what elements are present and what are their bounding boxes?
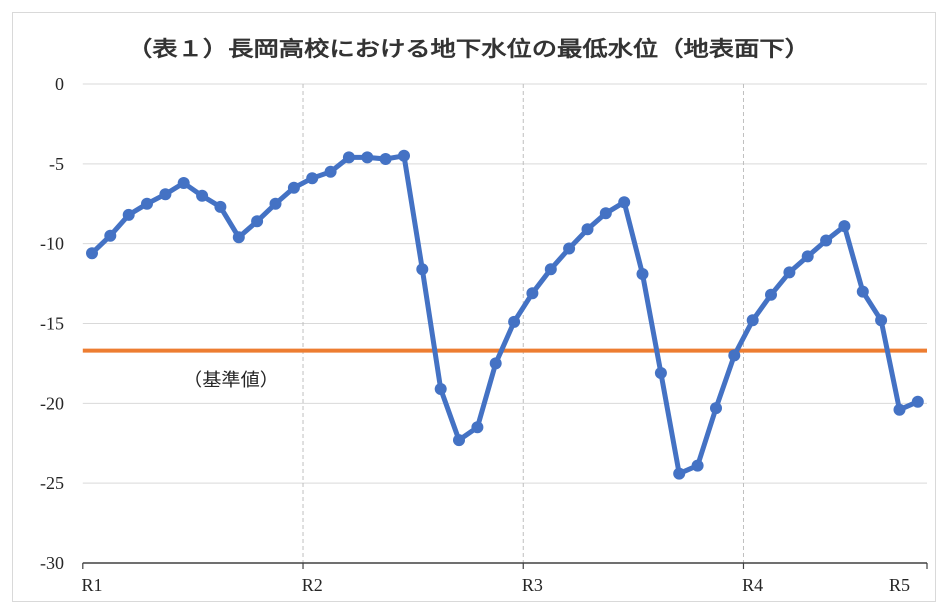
data-point <box>269 197 282 210</box>
y-tick-label: -10 <box>40 234 64 254</box>
reference-line-label: （基準値） <box>183 370 279 391</box>
data-point <box>893 403 906 416</box>
data-point <box>306 172 319 185</box>
data-point <box>673 467 686 480</box>
data-point <box>783 266 796 279</box>
chart-title: （表１）長岡高校における地下水位の最低水位（地表面下） <box>127 37 810 61</box>
data-point <box>214 200 227 213</box>
data-point <box>838 220 851 233</box>
y-tick-label: -15 <box>40 314 64 334</box>
data-point <box>508 315 521 328</box>
data-point <box>691 459 704 472</box>
y-tick-label: -25 <box>40 473 64 493</box>
data-point <box>159 188 172 201</box>
data-point <box>746 314 759 327</box>
data-point <box>563 242 576 255</box>
x-tick-label: R1 <box>81 575 102 595</box>
data-point <box>875 314 888 327</box>
data-point <box>251 215 264 228</box>
x-axis <box>82 562 928 569</box>
data-point <box>471 421 484 434</box>
data-point <box>710 402 722 415</box>
tick-labels: 0 -5 -10 -15 -20 -25 -30 R1 R2 R3 R4 R5 <box>40 74 910 595</box>
x-tick-label: R2 <box>302 575 323 595</box>
gridlines <box>82 83 927 563</box>
data-point <box>801 250 814 263</box>
data-point <box>765 288 777 301</box>
y-tick-label: 0 <box>55 74 64 94</box>
y-tick-label: -5 <box>49 154 64 174</box>
data-point <box>104 229 117 242</box>
series-group <box>86 149 924 480</box>
data-point <box>122 208 135 221</box>
x-tick-label: R3 <box>522 575 543 595</box>
data-point <box>379 153 392 165</box>
data-point <box>141 197 153 210</box>
data-point <box>342 151 355 164</box>
chart-frame <box>12 12 936 602</box>
data-point <box>636 268 649 280</box>
x-tick-label: R4 <box>742 575 763 595</box>
y-tick-label: -20 <box>40 393 64 413</box>
data-point <box>618 196 631 209</box>
data-point <box>324 165 337 178</box>
y-tick-label: -30 <box>40 553 64 573</box>
data-point <box>911 395 924 408</box>
data-point <box>398 149 410 162</box>
data-point <box>856 285 869 298</box>
x-tick-label: R5 <box>889 575 910 595</box>
data-point <box>654 367 667 379</box>
data-point <box>581 223 594 236</box>
data-point <box>526 287 539 300</box>
data-point <box>599 207 612 220</box>
series-line <box>89 153 921 477</box>
data-point <box>434 383 447 395</box>
data-point <box>453 434 465 447</box>
data-point <box>361 151 374 164</box>
data-point <box>820 234 833 247</box>
data-point <box>489 357 502 370</box>
data-point <box>232 231 245 244</box>
data-point <box>416 263 429 276</box>
data-point <box>287 181 300 194</box>
data-point <box>544 263 557 276</box>
data-point <box>177 177 190 189</box>
data-point <box>728 349 741 362</box>
data-point <box>86 247 98 260</box>
data-point <box>196 189 209 202</box>
